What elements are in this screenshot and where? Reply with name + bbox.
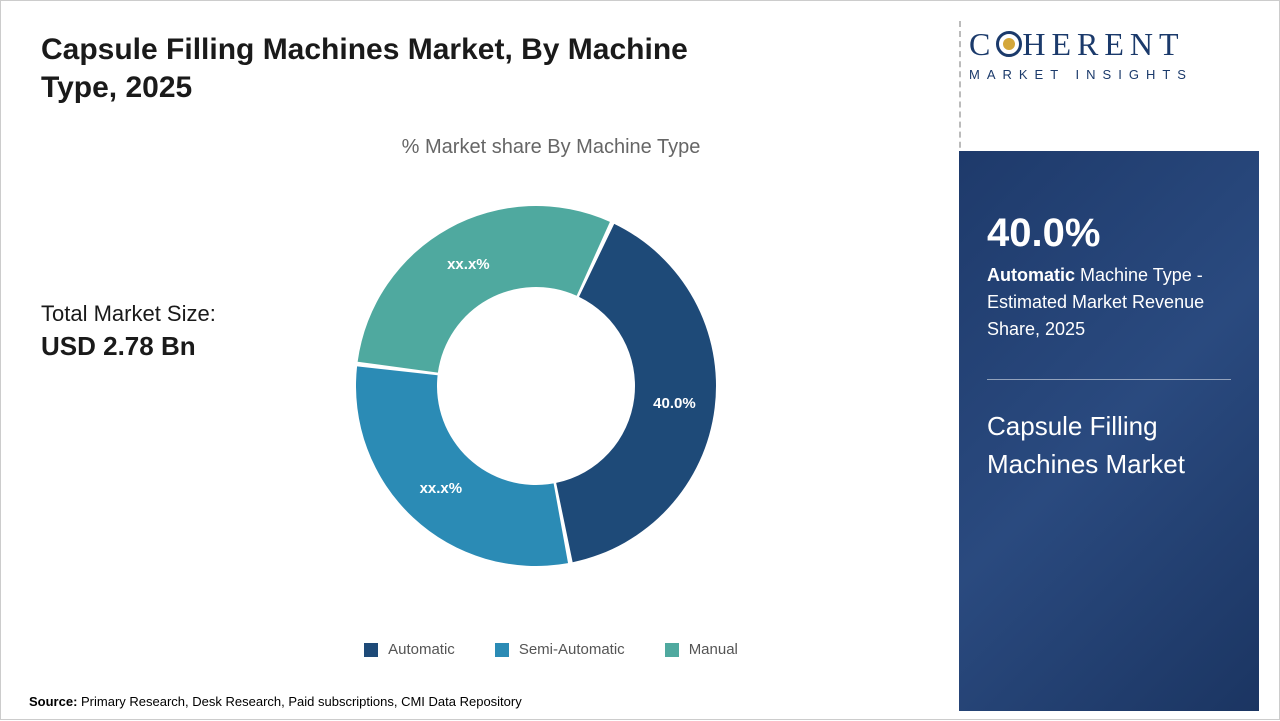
panel-divider — [987, 379, 1231, 380]
chart-subtitle: % Market share By Machine Type — [201, 136, 901, 159]
donut-label-manual: xx.x% — [447, 256, 490, 273]
market-size-label: Total Market Size: — [41, 301, 216, 327]
donut-segment-manual — [358, 206, 610, 373]
logo-o-icon — [996, 31, 1022, 57]
donut-chart: 40.0% xx.x% xx.x% — [321, 171, 751, 601]
donut-segment-semi-automatic — [356, 366, 568, 566]
legend-swatch — [495, 643, 509, 657]
highlight-description: Automatic Machine Type - Estimated Marke… — [987, 262, 1231, 343]
donut-label-automatic: 40.0% — [653, 395, 696, 412]
highlight-percent: 40.0% — [987, 211, 1231, 256]
market-size-block: Total Market Size: USD 2.78 Bn — [41, 301, 216, 362]
legend-label: Semi-Automatic — [519, 641, 625, 658]
legend-label: Manual — [689, 641, 738, 658]
highlight-market-name: Capsule Filling Machines Market — [987, 408, 1231, 483]
legend-label: Automatic — [388, 641, 455, 658]
chart-legend: Automatic Semi-Automatic Manual — [301, 641, 801, 658]
highlight-panel: 40.0% Automatic Machine Type - Estimated… — [959, 151, 1259, 711]
legend-swatch — [665, 643, 679, 657]
legend-swatch — [364, 643, 378, 657]
highlight-bold: Automatic — [987, 265, 1075, 285]
logo-rest: HERENT — [1022, 26, 1184, 62]
donut-label-semi-automatic: xx.x% — [420, 480, 463, 497]
logo-subtitle: MARKET INSIGHTS — [969, 67, 1249, 82]
logo-letter-c: C — [969, 26, 996, 62]
brand-logo: C HERENT MARKET INSIGHTS — [969, 26, 1249, 82]
source-text: Primary Research, Desk Research, Paid su… — [81, 694, 522, 709]
sidebar: C HERENT MARKET INSIGHTS 40.0% Automatic … — [959, 11, 1269, 711]
legend-item-automatic: Automatic — [364, 641, 455, 658]
legend-item-semi-automatic: Semi-Automatic — [495, 641, 625, 658]
page-title: Capsule Filling Machines Market, By Mach… — [41, 31, 741, 106]
legend-item-manual: Manual — [665, 641, 738, 658]
source-line: Source: Primary Research, Desk Research,… — [29, 694, 522, 709]
source-label: Source: — [29, 694, 81, 709]
market-size-value: USD 2.78 Bn — [41, 331, 216, 362]
